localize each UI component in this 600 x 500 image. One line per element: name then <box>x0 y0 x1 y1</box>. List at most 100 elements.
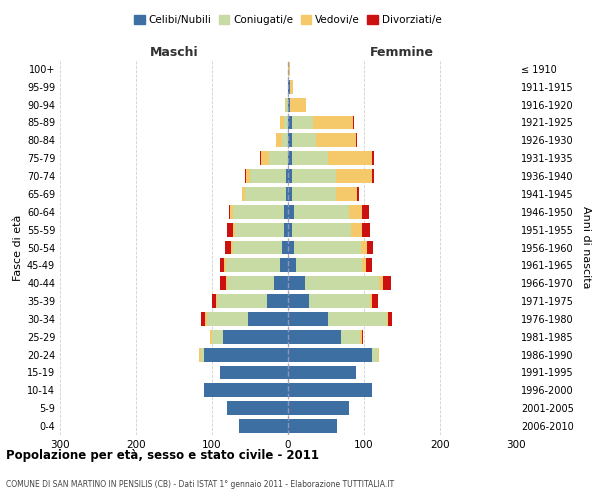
Bar <box>227 222 233 236</box>
Bar <box>216 294 217 308</box>
Bar <box>292 116 313 130</box>
Bar <box>288 187 292 201</box>
Bar <box>248 312 288 326</box>
Text: Maschi: Maschi <box>149 46 199 59</box>
Bar <box>366 258 373 272</box>
Bar <box>284 116 288 130</box>
Bar <box>286 98 288 112</box>
Bar <box>285 98 286 112</box>
Bar <box>356 134 357 147</box>
Bar <box>292 222 351 236</box>
Bar <box>360 330 362 344</box>
Bar <box>313 116 353 130</box>
Bar <box>284 222 288 236</box>
Bar <box>284 205 288 219</box>
Bar <box>370 294 371 308</box>
Bar <box>288 80 290 94</box>
Bar <box>288 116 292 130</box>
Bar <box>288 294 309 308</box>
Bar <box>200 348 205 362</box>
Bar <box>294 240 361 254</box>
Bar <box>292 187 336 201</box>
Y-axis label: Anni di nascita: Anni di nascita <box>581 206 590 289</box>
Bar <box>220 276 226 290</box>
Bar <box>336 187 357 201</box>
Bar <box>233 205 284 219</box>
Bar <box>288 348 371 362</box>
Bar <box>246 169 250 183</box>
Bar <box>229 205 230 219</box>
Bar <box>239 419 288 433</box>
Text: COMUNE DI SAN MARTINO IN PENSILIS (CB) - Dati ISTAT 1° gennaio 2011 - Elaborazio: COMUNE DI SAN MARTINO IN PENSILIS (CB) -… <box>6 480 394 489</box>
Bar <box>377 348 379 362</box>
Bar <box>205 384 288 398</box>
Bar <box>387 312 388 326</box>
Bar <box>361 240 367 254</box>
Bar <box>280 116 284 130</box>
Bar <box>282 134 288 147</box>
Bar <box>288 419 337 433</box>
Bar <box>328 312 387 326</box>
Bar <box>379 276 383 290</box>
Bar <box>294 205 349 219</box>
Bar <box>288 330 341 344</box>
Bar <box>286 187 288 201</box>
Bar <box>288 62 290 76</box>
Bar <box>223 330 288 344</box>
Bar <box>288 151 292 165</box>
Bar <box>292 169 336 183</box>
Bar <box>288 98 290 112</box>
Bar <box>267 294 288 308</box>
Bar <box>305 276 379 290</box>
Bar <box>362 330 363 344</box>
Bar <box>349 205 362 219</box>
Bar <box>288 401 349 415</box>
Bar <box>230 205 233 219</box>
Bar <box>290 98 306 112</box>
Bar <box>288 384 371 398</box>
Bar <box>288 205 294 219</box>
Bar <box>328 151 373 165</box>
Bar <box>357 187 359 201</box>
Bar <box>250 169 286 183</box>
Bar <box>280 258 288 272</box>
Bar <box>220 258 224 272</box>
Bar <box>373 151 374 165</box>
Bar <box>336 169 373 183</box>
Bar <box>288 276 305 290</box>
Bar <box>371 294 377 308</box>
Bar <box>288 312 328 326</box>
Bar <box>351 222 362 236</box>
Bar <box>296 258 362 272</box>
Bar <box>286 169 288 183</box>
Bar <box>362 205 368 219</box>
Bar <box>373 169 374 183</box>
Bar <box>217 294 267 308</box>
Bar <box>288 222 292 236</box>
Bar <box>290 80 293 94</box>
Bar <box>245 187 286 201</box>
Bar <box>282 240 288 254</box>
Bar <box>205 312 206 326</box>
Bar <box>353 116 354 130</box>
Text: Femmine: Femmine <box>370 46 434 59</box>
Text: Popolazione per età, sesso e stato civile - 2011: Popolazione per età, sesso e stato civil… <box>6 450 319 462</box>
Y-axis label: Fasce di età: Fasce di età <box>13 214 23 280</box>
Bar <box>231 240 233 254</box>
Bar <box>362 258 366 272</box>
Bar <box>288 169 292 183</box>
Legend: Celibi/Nubili, Coniugati/e, Vedovi/e, Divorziati/e: Celibi/Nubili, Coniugati/e, Vedovi/e, Di… <box>132 12 444 27</box>
Bar <box>288 366 356 380</box>
Bar <box>367 240 373 254</box>
Bar <box>227 401 288 415</box>
Bar <box>362 222 370 236</box>
Bar <box>388 312 392 326</box>
Bar <box>226 258 280 272</box>
Bar <box>341 330 360 344</box>
Bar <box>288 240 294 254</box>
Bar <box>316 134 356 147</box>
Bar <box>226 276 227 290</box>
Bar <box>288 134 292 147</box>
Bar <box>242 187 245 201</box>
Bar <box>220 366 288 380</box>
